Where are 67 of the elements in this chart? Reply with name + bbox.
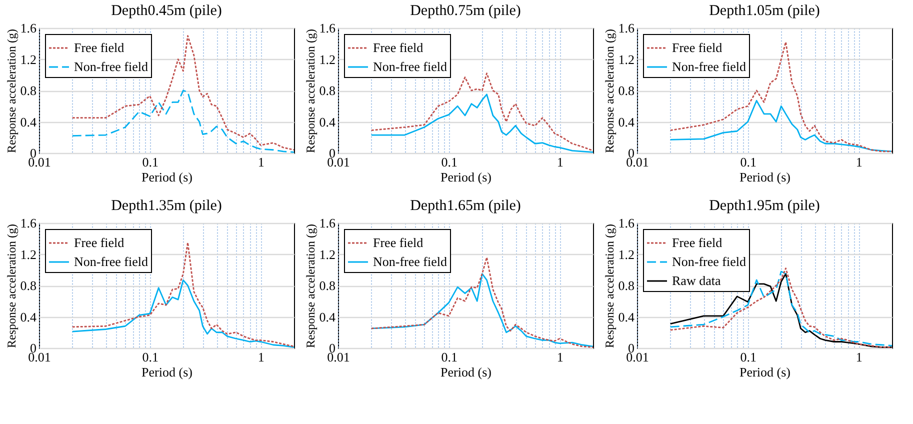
chart-title: Depth1.05m (pile): [709, 3, 820, 19]
y-tick-label: 0.4: [20, 309, 37, 324]
y-tick-label: 0.8: [319, 83, 336, 98]
y-tick-label: 1.2: [20, 246, 36, 262]
y-axis-title: Response acceleration (g): [602, 224, 616, 348]
legend-label: Non-free field: [672, 59, 746, 74]
y-tick-label: 1.6: [20, 216, 37, 230]
x-tick-label: 1: [556, 350, 564, 364]
legend-label: Free field: [672, 40, 723, 55]
x-tick-label: 1: [856, 154, 862, 170]
x-axis-title: Period (s): [142, 364, 192, 380]
x-axis-title: Period (s): [740, 170, 790, 184]
y-axis-title: Response acceleration (g): [602, 29, 616, 153]
legend-label: Non-free field: [74, 59, 148, 74]
chart-title: Depth1.95m (pile): [709, 198, 820, 214]
x-tick-label: 0.1: [441, 154, 458, 170]
legend-label: Non-free field: [74, 254, 148, 269]
y-tick-label: 0.4: [20, 114, 37, 130]
legend-label: Free field: [672, 235, 723, 250]
x-tick-label: 1: [556, 154, 564, 170]
legend-label: Free field: [74, 40, 125, 55]
y-tick-label: 1.2: [618, 52, 634, 67]
y-tick-label: 1.2: [319, 246, 336, 262]
legend-label: Raw data: [672, 273, 721, 288]
y-tick-label: 1.6: [319, 216, 336, 230]
x-tick-label: 1: [258, 350, 264, 364]
x-axis-title: Period (s): [440, 170, 492, 184]
y-tick-label: 0.8: [20, 278, 36, 293]
y-tick-label: 0.4: [319, 114, 336, 130]
x-tick-label: 0.1: [441, 350, 458, 364]
x-tick-label: 0.1: [142, 154, 158, 170]
legend-label: Non-free field: [373, 254, 448, 269]
x-tick-label: 0.1: [740, 154, 756, 170]
y-tick-label: 1.6: [319, 20, 336, 36]
y-tick-label: 1.6: [20, 20, 37, 36]
legend-label: Non-free field: [672, 254, 746, 269]
y-tick-label: 0.4: [618, 309, 635, 324]
y-tick-label: 1.2: [618, 246, 634, 262]
x-axis-title: Period (s): [142, 170, 192, 184]
y-tick-label: 0.8: [618, 83, 634, 98]
y-tick-label: 0.8: [319, 278, 336, 293]
legend-label: Non-free field: [373, 59, 448, 74]
legend-label: Free field: [373, 235, 424, 250]
y-tick-label: 0.4: [618, 114, 635, 130]
chart-title: Depth0.75m (pile): [410, 3, 521, 19]
y-axis-title: Response acceleration (g): [4, 29, 18, 153]
x-tick-label: 0.1: [142, 350, 158, 364]
y-tick-label: 0.8: [618, 278, 634, 293]
x-axis-title: Period (s): [740, 364, 790, 380]
y-axis-title: Response acceleration (g): [4, 224, 18, 348]
chart-title: Depth1.65m (pile): [410, 198, 521, 214]
y-axis-title: Response acceleration (g): [303, 29, 318, 153]
legend-label: Free field: [74, 235, 125, 250]
y-tick-label: 0.8: [20, 83, 36, 98]
y-tick-label: 0.4: [319, 309, 336, 324]
y-tick-label: 1.2: [20, 52, 36, 67]
y-axis-title: Response acceleration (g): [303, 224, 318, 348]
y-tick-label: 1.6: [618, 20, 635, 36]
y-tick-label: 1.2: [319, 52, 336, 67]
legend-label: Free field: [373, 40, 424, 55]
chart-title: Depth0.45m (pile): [111, 3, 222, 19]
y-tick-label: 1.6: [618, 216, 635, 230]
chart-title: Depth1.35m (pile): [111, 198, 222, 214]
x-tick-label: 1: [856, 350, 862, 364]
x-axis-title: Period (s): [440, 364, 492, 380]
x-tick-label: 1: [258, 154, 264, 170]
x-tick-label: 0.1: [740, 350, 756, 364]
